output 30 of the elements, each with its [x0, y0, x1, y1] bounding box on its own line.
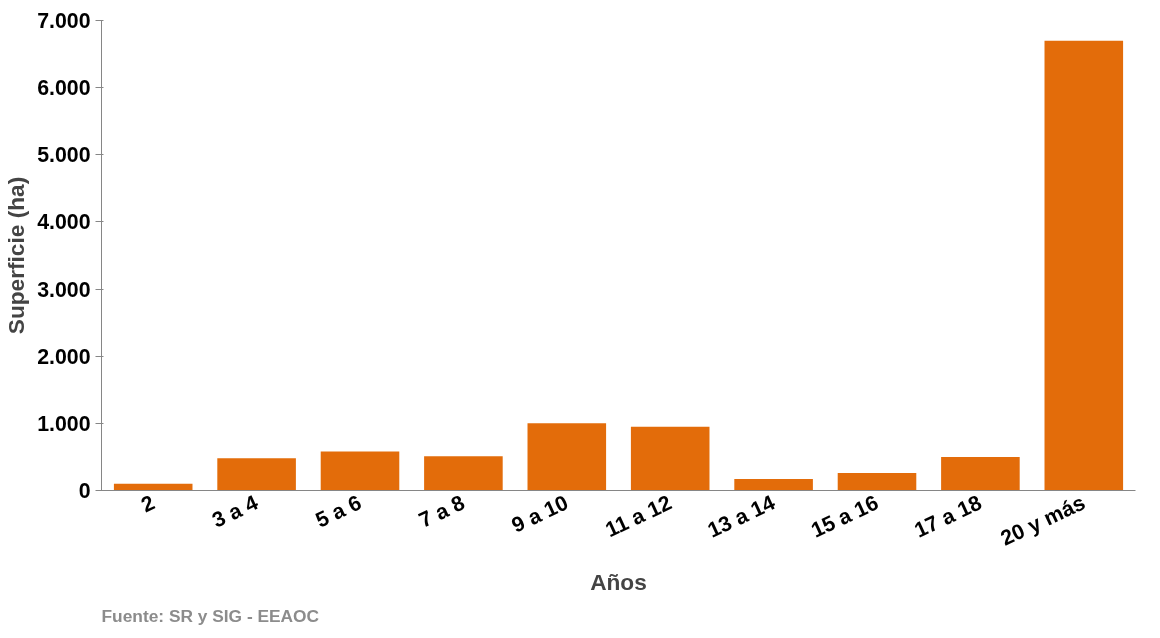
- x-tick-label: 11 a 12: [601, 490, 676, 542]
- bar: [1044, 40, 1124, 491]
- y-tick-label: 1.000: [37, 411, 91, 436]
- x-tick-label: 9 a 10: [507, 490, 572, 538]
- bar: [424, 456, 503, 491]
- source-note: Fuente: SR y SIG - EEAOC: [101, 605, 320, 626]
- x-tick-label: 17 a 18: [910, 490, 986, 543]
- y-tick-label: 5.000: [37, 143, 91, 168]
- bar: [941, 456, 1020, 491]
- y-tick-label: 3.000: [37, 277, 91, 302]
- y-tick-label: 7.000: [37, 9, 91, 33]
- x-tick-label: 2: [137, 490, 159, 518]
- x-axis-title: Años: [590, 569, 647, 596]
- y-tick-label: 6.000: [37, 76, 91, 101]
- x-tick-label: 5 a 6: [311, 490, 366, 533]
- bar: [630, 426, 710, 491]
- x-tick-label: 13 a 14: [704, 490, 779, 543]
- bar: [734, 479, 813, 491]
- x-tick-label: 3 a 4: [208, 490, 262, 533]
- y-axis-title: Superficie (ha): [3, 176, 30, 335]
- bar: [527, 423, 607, 491]
- x-tick-label: 15 a 16: [807, 490, 883, 543]
- y-tick-label: 0: [78, 479, 91, 503]
- y-tick-label: 4.000: [37, 210, 91, 235]
- bar: [320, 451, 400, 491]
- bar: [837, 473, 917, 491]
- bar: [217, 458, 296, 491]
- x-tick-label: 20 y más: [997, 490, 1089, 551]
- x-tick-label: 7 a 8: [415, 490, 469, 533]
- y-tick-label: 2.000: [37, 344, 91, 369]
